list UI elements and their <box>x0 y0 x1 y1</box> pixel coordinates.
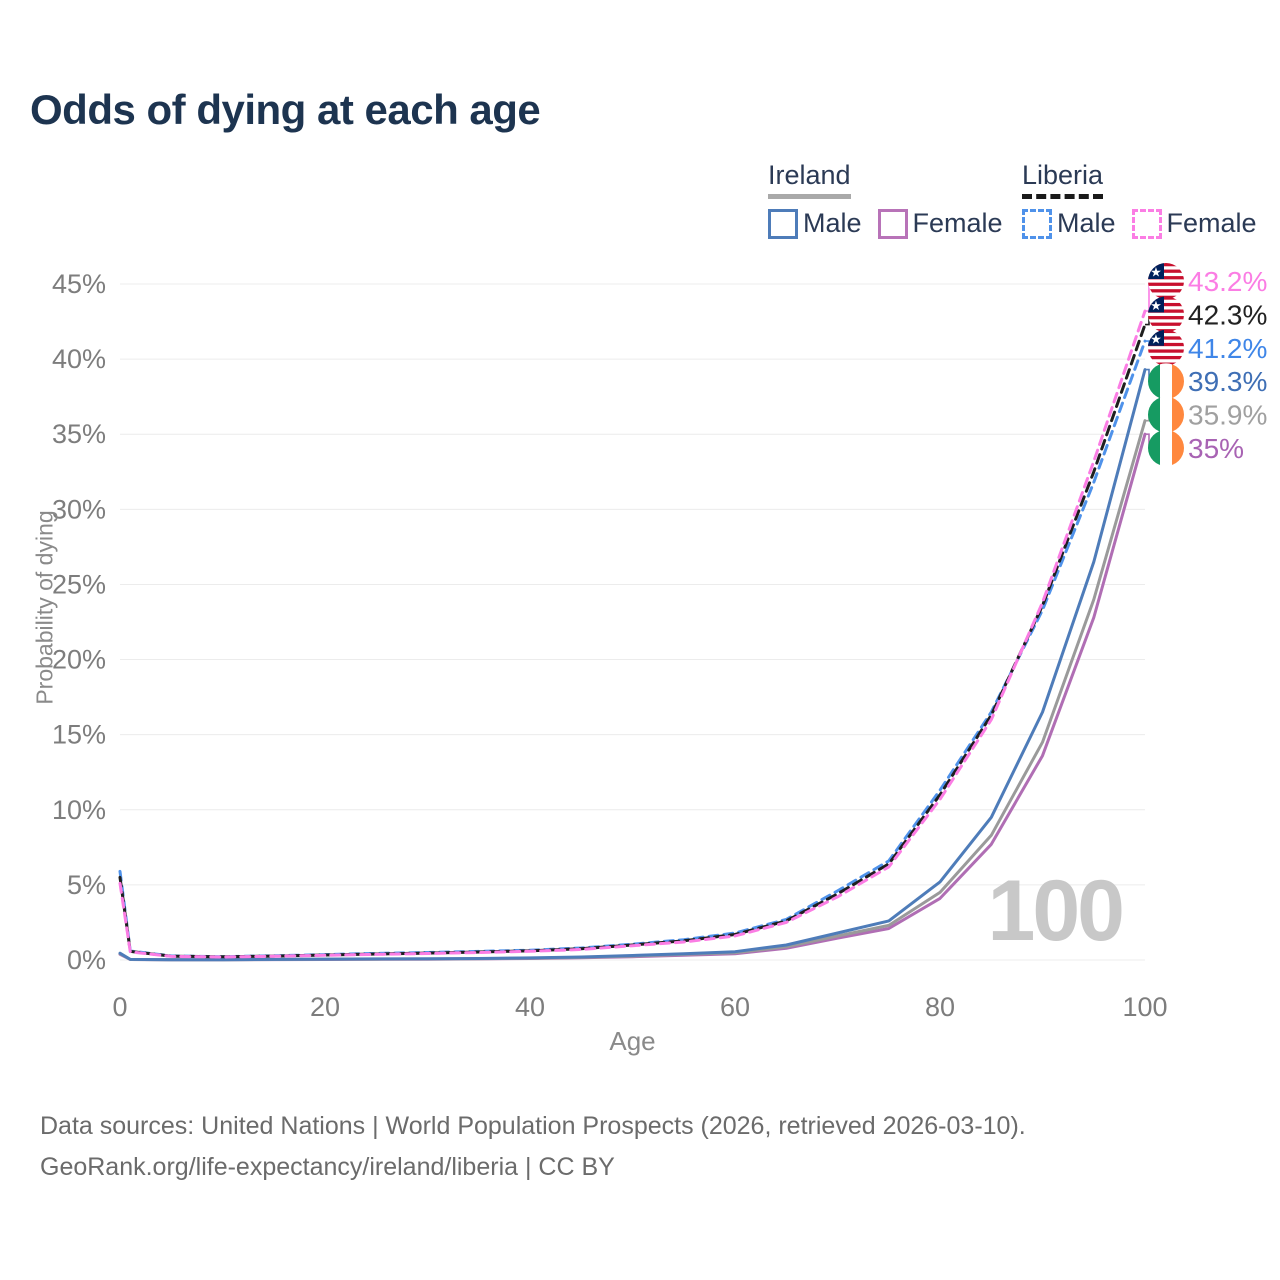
x-tick-label: 20 <box>310 992 340 1022</box>
legend-item-liberia-male[interactable]: Male <box>1022 208 1116 239</box>
y-tick-label: 40% <box>52 344 106 374</box>
series-line-liberia-both[interactable] <box>118 323 1147 959</box>
y-tick-label: 25% <box>52 569 106 599</box>
legend-item-ireland-female[interactable]: Female <box>877 208 1003 239</box>
svg-text:★: ★ <box>1150 332 1162 347</box>
footer: Data sources: United Nations | World Pop… <box>40 1106 1026 1188</box>
series-line-liberia-female[interactable] <box>118 309 1147 959</box>
liberia-female-swatch-icon <box>1131 208 1162 239</box>
y-tick-label: 45% <box>52 269 106 299</box>
x-axis-title: Age <box>609 1026 656 1056</box>
legend-item-liberia-female[interactable]: Female <box>1131 208 1257 239</box>
page-title: Odds of dying at each age <box>30 86 541 133</box>
end-label-liberia-male: 41.2% <box>1188 333 1267 364</box>
x-tick-label: 100 <box>1122 992 1167 1022</box>
y-tick-label: 5% <box>67 870 106 900</box>
footer-attribution: GeoRank.org/life-expectancy/ireland/libe… <box>40 1153 615 1181</box>
liberia-flag-icon: ★ <box>1148 263 1184 299</box>
legend: Ireland Male Female Liberia Male <box>0 160 1280 250</box>
end-label-liberia-female: 43.2% <box>1188 266 1267 297</box>
y-tick-label: 10% <box>52 795 106 825</box>
liberia-flag-icon: ★ <box>1148 296 1184 333</box>
y-tick-label: 0% <box>67 945 106 975</box>
x-tick-label: 40 <box>515 992 545 1022</box>
legend-item-label: Male <box>1057 208 1116 238</box>
legend-group-ireland: Ireland Male Female <box>768 160 1003 239</box>
ireland-flag-icon <box>1148 396 1184 433</box>
end-label-ireland-male: 39.3% <box>1188 366 1267 397</box>
end-label-liberia-both: 42.3% <box>1188 299 1267 330</box>
legend-country-ireland: Ireland <box>768 160 851 199</box>
legend-group-liberia: Liberia Male Female <box>1022 160 1257 239</box>
ireland-flag-icon <box>1148 430 1184 466</box>
legend-item-ireland-male[interactable]: Male <box>768 208 862 239</box>
y-tick-label: 30% <box>52 494 106 524</box>
y-tick-label: 15% <box>52 720 106 750</box>
age-counter-watermark: 100 <box>987 863 1126 959</box>
footer-data-sources: Data sources: United Nations | World Pop… <box>40 1112 1026 1140</box>
x-tick-label: 60 <box>720 992 750 1022</box>
ireland-male-swatch-icon <box>768 208 798 239</box>
legend-item-label: Female <box>912 208 1003 238</box>
legend-item-label: Male <box>803 208 862 238</box>
legend-country-liberia: Liberia <box>1022 160 1104 199</box>
end-label-ireland-female: 35% <box>1188 433 1244 464</box>
series-line-ireland-male[interactable] <box>118 368 1147 962</box>
y-tick-label: 20% <box>52 645 106 675</box>
liberia-flag-icon: ★ <box>1148 329 1184 366</box>
end-label-ireland-both: 35.9% <box>1188 400 1267 431</box>
x-tick-label: 80 <box>925 992 955 1022</box>
svg-text:★: ★ <box>1150 266 1162 281</box>
y-tick-label: 35% <box>52 419 106 449</box>
liberia-male-swatch-icon <box>1022 208 1052 239</box>
svg-text:★: ★ <box>1150 299 1162 314</box>
ireland-female-swatch-icon <box>877 208 908 239</box>
y-axis-title: Probability of dying <box>31 510 58 705</box>
ireland-flag-icon <box>1148 363 1184 400</box>
x-tick-label: 0 <box>112 992 127 1022</box>
legend-item-label: Female <box>1166 208 1257 238</box>
